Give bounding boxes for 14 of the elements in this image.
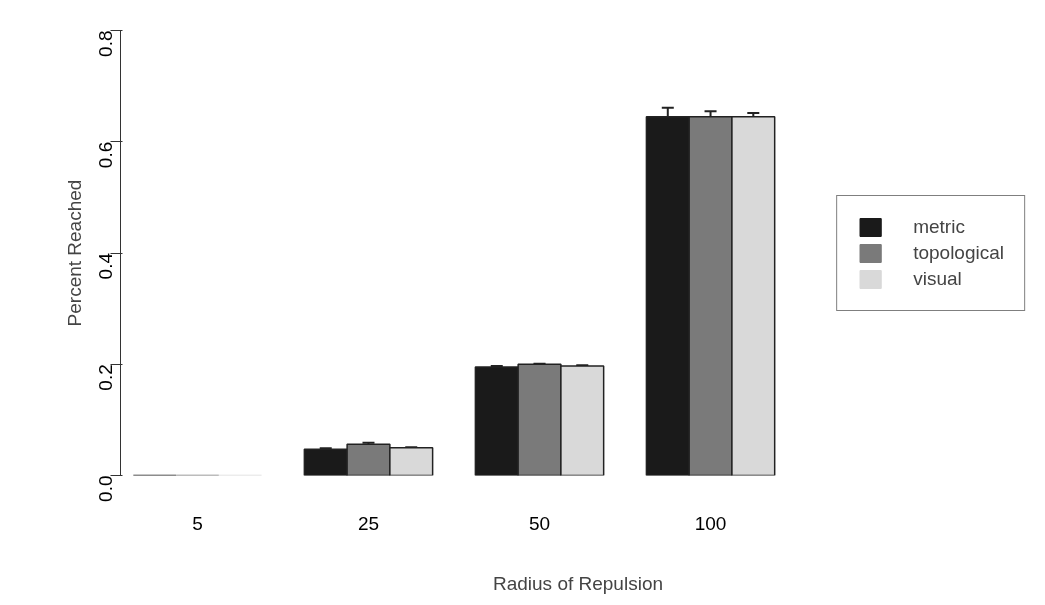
legend-label: visual xyxy=(913,267,962,290)
legend-label: metric xyxy=(913,215,965,238)
x-tick-label: 50 xyxy=(528,512,551,534)
x-axis-title: Radius of Repulsion xyxy=(492,572,664,594)
x-tick-label: 5 xyxy=(192,512,203,534)
y-tick-label: 0.6 xyxy=(95,141,116,169)
y-tick-label: 0.8 xyxy=(95,30,116,57)
y-tick-label: 0.4 xyxy=(95,252,116,280)
y-tick-label: 0.2 xyxy=(95,364,116,391)
y-tick-label: 0.0 xyxy=(95,475,116,502)
y-axis-title: Percent Reached xyxy=(63,179,85,327)
legend-label: topological xyxy=(913,241,1004,264)
x-tick-label: 25 xyxy=(357,512,380,534)
x-tick-label: 100 xyxy=(694,512,727,534)
